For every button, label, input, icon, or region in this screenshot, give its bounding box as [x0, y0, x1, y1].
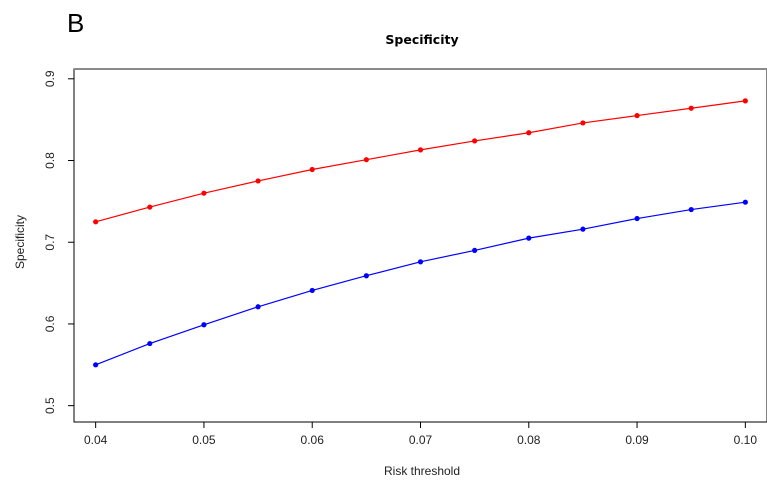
panel-letter: B [67, 8, 84, 38]
x-tick-label: 0.09 [625, 433, 649, 447]
series-2-point [526, 235, 532, 241]
series-1-point [363, 157, 369, 163]
series-2-point [472, 247, 478, 254]
series-2-point [93, 362, 99, 368]
series-2-point [363, 273, 369, 279]
x-tick-label: 0.08 [517, 433, 541, 447]
series-2-point [417, 259, 424, 265]
x-axis: 0.04 0.05 0.06 0.07 0.08 0.09 0.10 [84, 422, 757, 447]
series-2-point [147, 340, 153, 347]
series-1-point [255, 178, 261, 184]
x-tick-label: 0.06 [301, 433, 325, 447]
series-1-point [93, 219, 99, 225]
chart-title: Specificity [385, 32, 458, 47]
series-2-point [309, 287, 315, 294]
y-tick-label: 0.6 [43, 315, 57, 332]
x-tick-label: 0.04 [84, 433, 108, 447]
series-2-point [688, 206, 694, 213]
y-tick-label: 0.9 [43, 70, 57, 87]
series-1-point [688, 105, 694, 111]
series-1-point [526, 130, 532, 136]
y-tick-label: 0.8 [43, 152, 57, 169]
x-axis-label: Risk threshold [384, 464, 460, 478]
y-axis: 0.5 0.6 0.7 0.8 0.9 [43, 70, 74, 414]
y-tick-label: 0.5 [43, 397, 57, 414]
plot-frame [73, 68, 767, 423]
series-2-point [634, 215, 640, 222]
series-2-point [255, 304, 261, 310]
series-line-1 [95, 100, 746, 223]
series-1-point [309, 166, 315, 173]
series-1-point [742, 98, 748, 104]
series-1-point [472, 138, 478, 144]
series-2-point [201, 322, 207, 328]
series-1-point [634, 112, 640, 119]
series-1-point [147, 204, 153, 210]
y-tick-label: 0.7 [43, 234, 57, 251]
series-1-point [580, 120, 586, 126]
series-2-point [580, 226, 586, 232]
series-1-point [417, 147, 424, 153]
y-axis-label: Specificity [13, 215, 27, 269]
x-tick-label: 0.05 [192, 433, 216, 447]
series-2-point [742, 199, 748, 205]
x-tick-label: 0.07 [409, 433, 433, 447]
series-1-point [201, 190, 207, 196]
x-tick-label: 0.10 [734, 433, 758, 447]
series-layer [93, 98, 748, 368]
series-line-2 [95, 201, 746, 366]
